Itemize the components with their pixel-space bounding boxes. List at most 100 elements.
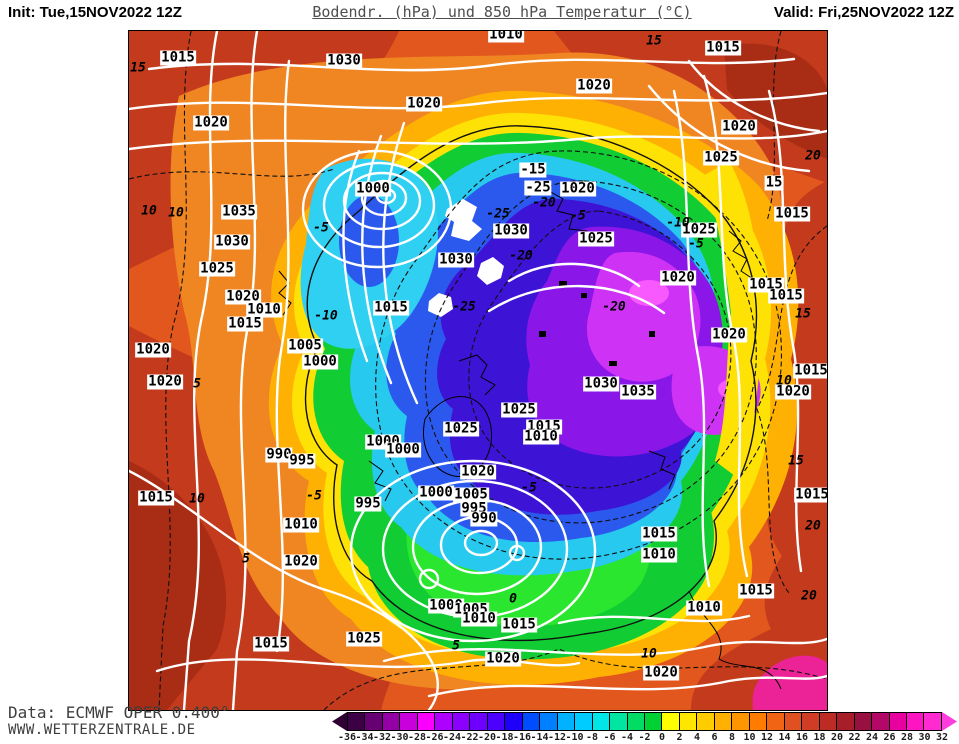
pressure-label: 1005 bbox=[453, 486, 489, 503]
colorbar-segment bbox=[365, 713, 383, 730]
temperature-label: 15 bbox=[795, 306, 811, 322]
temperature-label: -20 bbox=[602, 299, 626, 315]
colorbar-tick: 4 bbox=[693, 732, 701, 743]
pressure-label: 1000 bbox=[302, 353, 338, 370]
colorbar-segment bbox=[540, 713, 558, 730]
pressure-label: 990 bbox=[265, 446, 293, 463]
pressure-label: 1030 bbox=[214, 233, 250, 250]
pressure-label: 1025 bbox=[501, 401, 537, 418]
init-label: Init: Tue,15NOV2022 12Z bbox=[8, 4, 182, 21]
temperature-label: -10 bbox=[666, 215, 690, 231]
colorbar-segment bbox=[889, 713, 907, 730]
temperature-label: 15 bbox=[788, 453, 804, 469]
pressure-label: 1020 bbox=[576, 77, 612, 94]
colorbar-tick: -18 bbox=[495, 732, 514, 743]
pressure-label: 1010 bbox=[461, 610, 497, 627]
colorbar-tick: -4 bbox=[620, 732, 634, 743]
pressure-label: 1025 bbox=[443, 420, 479, 437]
colorbar-tick: -26 bbox=[425, 732, 444, 743]
weather-map: 1010 1015 1030 1015 1020 1020 1020 1020 1025 15 10… bbox=[128, 30, 828, 711]
pressure-label: 1015 bbox=[748, 276, 784, 293]
pressure-label: 1000 bbox=[385, 441, 421, 458]
temperature-label: 10 bbox=[189, 491, 205, 507]
colorbar-segment bbox=[400, 713, 418, 730]
temperature-label: 20 bbox=[805, 148, 821, 164]
colorbar-segment bbox=[837, 713, 855, 730]
pressure-label: 1020 bbox=[283, 553, 319, 570]
colorbar-tick: -34 bbox=[355, 732, 374, 743]
temperature-label: 5 bbox=[193, 376, 201, 392]
colorbar-segment bbox=[819, 713, 838, 730]
pressure-label: 1015 bbox=[227, 315, 263, 332]
pressure-label: 1030 bbox=[493, 222, 529, 239]
colorbar-tick-labels: -36 -34 -32 -30 -28 -26 -24 -22 -20 -18 -16 -14 -12-… bbox=[332, 732, 957, 744]
pressure-label: 1020 bbox=[711, 326, 747, 343]
colorbar-segment bbox=[382, 713, 401, 730]
pressure-label: 1020 bbox=[193, 114, 229, 131]
colorbar-segment bbox=[924, 713, 941, 730]
temperature-label: 5 bbox=[242, 551, 250, 567]
pressure-label: 1010 bbox=[641, 546, 677, 563]
pressure-label: 1015 bbox=[501, 616, 537, 633]
colorbar-tick: 6 bbox=[711, 732, 718, 743]
colorbar-segment bbox=[592, 713, 611, 730]
pressure-label: 1020 bbox=[135, 341, 171, 358]
pressure-label: 1010 bbox=[283, 516, 319, 533]
colorbar-segment bbox=[487, 713, 506, 730]
pressure-label: 1020 bbox=[660, 269, 696, 286]
pressure-label: 1025 bbox=[199, 260, 235, 277]
colorbar-segment bbox=[505, 713, 523, 730]
colorbar-tick: 28 bbox=[900, 732, 914, 743]
pressure-label: 1015 bbox=[793, 362, 828, 379]
temperature-label: -5 bbox=[570, 208, 586, 224]
pressure-label: 1030 bbox=[583, 375, 619, 392]
colorbar-tick: -16 bbox=[512, 732, 532, 743]
pressure-label: 1000 bbox=[418, 484, 454, 501]
temperature-label: -5 bbox=[306, 488, 322, 504]
colorbar-segment bbox=[784, 713, 803, 730]
colorbar-tick: -2 bbox=[638, 732, 651, 743]
pressure-label: 15 bbox=[764, 174, 784, 191]
pressure-label: -25 bbox=[524, 179, 552, 196]
colorbar-tick: 32 bbox=[935, 732, 949, 743]
pressure-label: 1015 bbox=[253, 635, 289, 652]
colorbar-segment bbox=[767, 713, 785, 730]
colorbar-segment bbox=[679, 713, 698, 730]
temperature-label: 0 bbox=[509, 591, 517, 607]
temperature-label: -5 bbox=[313, 220, 329, 236]
pressure-label: 995 bbox=[288, 452, 316, 469]
pressure-label: 1025 bbox=[681, 221, 717, 238]
pressure-label: 1010 bbox=[686, 599, 722, 616]
pressure-label: 1015 bbox=[738, 582, 774, 599]
pressure-label: 1010 bbox=[246, 301, 282, 318]
colorbar-tick: -6 bbox=[603, 732, 616, 743]
colorbar-segment bbox=[575, 713, 593, 730]
pressure-label: 1020 bbox=[406, 95, 442, 112]
colorbar-tick: 8 bbox=[728, 732, 736, 743]
colorbar-segment bbox=[749, 713, 768, 730]
colorbar-tick: 20 bbox=[830, 732, 844, 743]
pressure-label: 1015 bbox=[705, 39, 741, 56]
pressure-label: 1015 bbox=[160, 49, 196, 66]
pressure-label: 1015 bbox=[774, 205, 810, 222]
temperature-label: 20 bbox=[801, 588, 817, 604]
colorbar-tick: 2 bbox=[676, 732, 683, 743]
colorbar-tick: 22 bbox=[848, 732, 861, 743]
temperature-label: 10 bbox=[141, 203, 157, 219]
colorbar-tick: 12 bbox=[760, 732, 774, 743]
temperature-label: 10 bbox=[168, 205, 184, 221]
colorbar-tick: 24 bbox=[865, 732, 879, 743]
colorbar-tick: 10 bbox=[743, 732, 756, 743]
pressure-label: 1015 bbox=[138, 489, 174, 506]
colorbar-right-arrow bbox=[942, 712, 957, 731]
map-label-layer: 1010 1015 1030 1015 1020 1020 1020 1020 1025 15 10… bbox=[129, 31, 827, 710]
valid-label: Valid: Fri,25NOV2022 12Z bbox=[773, 4, 954, 21]
colorbar-tick: -10 bbox=[565, 732, 584, 743]
colorbar-segment bbox=[872, 713, 890, 730]
website-label: WWW.WETTERZENTRALE.DE bbox=[8, 722, 196, 738]
temperature-label: 10 bbox=[641, 646, 657, 662]
temperature-label: 5 bbox=[452, 638, 460, 654]
pressure-label: 1015 bbox=[768, 287, 804, 304]
pressure-label: 1015 bbox=[641, 525, 677, 542]
colorbar-tick: -12 bbox=[547, 732, 567, 743]
